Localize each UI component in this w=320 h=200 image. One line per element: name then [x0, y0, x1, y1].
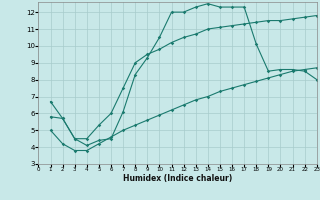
X-axis label: Humidex (Indice chaleur): Humidex (Indice chaleur) — [123, 174, 232, 183]
